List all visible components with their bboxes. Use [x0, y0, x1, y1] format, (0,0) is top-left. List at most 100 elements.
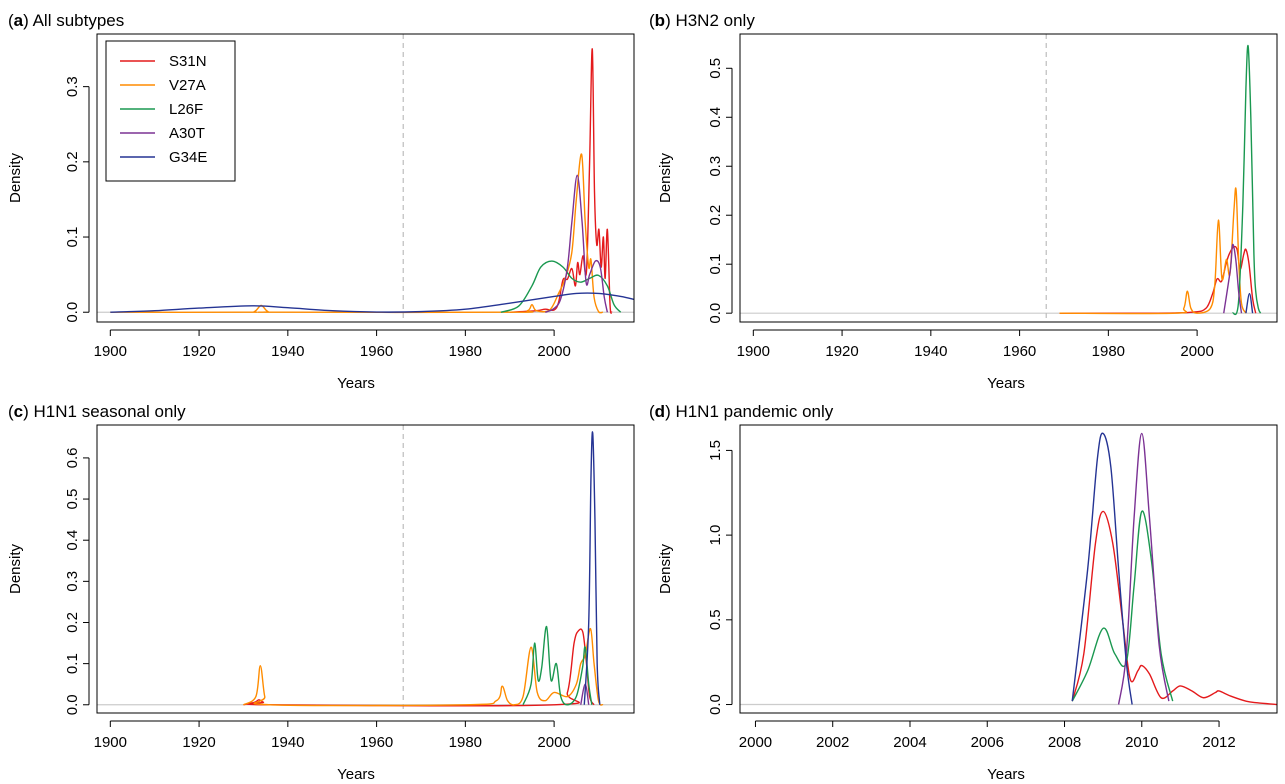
- x-tick-label: 2002: [816, 734, 849, 751]
- x-tick-label: 2000: [537, 734, 570, 751]
- panel-label: (c) H1N1 seasonal only: [8, 402, 186, 421]
- y-tick-label: 0.5: [707, 609, 724, 630]
- legend-label-v27a: V27A: [169, 77, 206, 94]
- y-tick-label: 0.1: [64, 653, 81, 674]
- x-tick-label: 2008: [1048, 734, 1081, 751]
- panel-label-open: (: [649, 11, 655, 30]
- y-tick-label: 0.3: [64, 571, 81, 592]
- y-tick-label: 0.1: [707, 254, 724, 275]
- x-tick-label: 1900: [94, 343, 127, 360]
- panel-label: (b) H3N2 only: [649, 11, 755, 30]
- x-tick-label: 1920: [182, 343, 215, 360]
- x-axis: 1900 1920 1940 1960 1980 2000 Years: [737, 329, 1214, 392]
- y-tick-label: 1.0: [707, 525, 724, 546]
- y-tick-label: 0.2: [64, 612, 81, 633]
- x-tick-label: 1960: [360, 343, 393, 360]
- series-line-g34e: [110, 292, 634, 313]
- x-tick-label: 1940: [271, 343, 304, 360]
- y-tick-label: 1.5: [707, 440, 724, 461]
- panel-label-open: (: [649, 402, 655, 421]
- y-tick-label: 0.0: [64, 302, 81, 323]
- x-tick-label: 1900: [737, 343, 770, 360]
- plot-frame: [739, 424, 1278, 714]
- x-tick-label: 1940: [271, 734, 304, 751]
- legend: S31N V27A L26F A30T G34E: [105, 40, 236, 182]
- y-tick-label: 0.1: [64, 227, 81, 248]
- y-tick-label: 0.0: [64, 694, 81, 715]
- y-tick-label: 0.2: [64, 151, 81, 172]
- y-tick-label: 0.3: [64, 76, 81, 97]
- y-tick-label: 0.2: [707, 205, 724, 226]
- x-tick-label: 2010: [1125, 734, 1158, 751]
- legend-label-l26f: L26F: [169, 101, 203, 118]
- y-tick-label: 0.4: [64, 530, 81, 551]
- series-line-s31n: [509, 48, 613, 314]
- x-tick-label: 2000: [739, 734, 772, 751]
- plot-area: [740, 34, 1277, 322]
- series-line-l26f: [1231, 44, 1262, 316]
- y-tick-label: 0.4: [707, 107, 724, 128]
- legend-label-s31n: S31N: [169, 53, 207, 70]
- panel-label-open: (: [8, 402, 14, 421]
- series-line-a30t: [1223, 243, 1243, 314]
- x-axis: 1900 1920 1940 1960 1980 2000 Years: [94, 329, 571, 392]
- series-line-l26f: [522, 625, 593, 706]
- panel-letter: a: [14, 11, 24, 30]
- y-tick-label: 0.3: [707, 156, 724, 177]
- x-axis: 1900 1920 1940 1960 1980 2000 Years: [94, 720, 571, 783]
- y-tick-label: 0.5: [64, 489, 81, 510]
- x-tick-label: 1980: [1092, 343, 1125, 360]
- panel-label-close: ) H1N1 seasonal only: [23, 402, 186, 421]
- plot-frame: [96, 424, 635, 714]
- panel-a: (a) All subtypes 1900 1920 1940 1960 1980 2000…: [7, 11, 635, 392]
- series-line-v27a: [1059, 187, 1247, 315]
- y-axis: 0.0 0.5 1.0 1.5 Density: [657, 440, 733, 715]
- x-tick-label: 2000: [537, 343, 570, 360]
- panel-letter: c: [14, 402, 23, 421]
- series-line-a30t: [544, 174, 609, 313]
- legend-label-g34e: G34E: [169, 149, 207, 166]
- y-axis: 0.0 0.1 0.2 0.3 0.4 0.5 Density: [657, 58, 733, 324]
- x-tick-label: 1920: [825, 343, 858, 360]
- panel-letter: b: [655, 11, 665, 30]
- y-axis: 0.0 0.1 0.2 0.3 0.4 0.5 0.6 Density: [7, 447, 90, 715]
- legend-label-a30t: A30T: [169, 125, 205, 142]
- panel-letter: d: [655, 402, 665, 421]
- plot-frame: [96, 33, 635, 323]
- x-tick-label: 2012: [1202, 734, 1235, 751]
- plot-area: [740, 432, 1277, 706]
- x-tick-label: 2000: [1180, 343, 1213, 360]
- series-line-g34e: [1245, 292, 1254, 314]
- x-tick-label: 1980: [449, 343, 482, 360]
- y-axis-title: Density: [7, 543, 24, 594]
- x-tick-label: 1980: [449, 734, 482, 751]
- y-tick-label: 0.6: [64, 447, 81, 468]
- series-line-g34e: [583, 431, 601, 705]
- y-tick-label: 0.0: [707, 694, 724, 715]
- series-line-a30t: [1117, 432, 1170, 705]
- x-axis-title: Years: [987, 375, 1025, 392]
- series-line-v27a: [243, 627, 604, 707]
- panel-label-close: ) All subtypes: [23, 11, 124, 30]
- x-axis-title: Years: [337, 375, 375, 392]
- plot-frame: [739, 33, 1278, 323]
- x-tick-label: 1960: [1003, 343, 1036, 360]
- panel-label: (a) All subtypes: [8, 11, 124, 30]
- y-axis-title: Density: [7, 152, 24, 203]
- x-axis: 2000 2002 2004 2006 2008 2010 2012 Years: [739, 720, 1236, 783]
- x-axis-title: Years: [337, 766, 375, 783]
- x-tick-label: 2006: [971, 734, 1004, 751]
- y-tick-label: 0.5: [707, 58, 724, 79]
- series-line-g34e: [1071, 432, 1133, 705]
- plot-area: [97, 425, 634, 713]
- panel-b: (b) H3N2 only 1900 1920 1940 1960 1980 2000 Yea…: [649, 11, 1278, 392]
- y-axis-title: Density: [657, 152, 674, 203]
- x-tick-label: 1960: [360, 734, 393, 751]
- y-axis-title: Density: [657, 543, 674, 594]
- y-tick-label: 0.0: [707, 303, 724, 324]
- panel-label: (d) H1N1 pandemic only: [649, 402, 834, 421]
- panel-label-close: ) H1N1 pandemic only: [665, 402, 834, 421]
- y-axis: 0.0 0.1 0.2 0.3 Density: [7, 76, 90, 323]
